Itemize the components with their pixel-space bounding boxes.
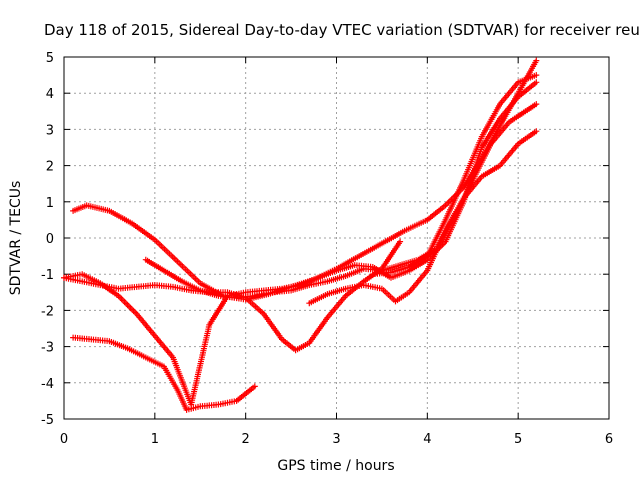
chart-title: Day 118 of 2015, Sidereal Day-to-day VTE…	[44, 21, 640, 39]
x-tick-label: 0	[60, 432, 68, 447]
y-tick-label: 2	[46, 160, 54, 175]
x-tick-label: 1	[151, 432, 159, 447]
y-tick-label: 3	[46, 123, 54, 138]
series-marker-trail	[369, 72, 540, 278]
y-tick-label: 5	[46, 51, 54, 66]
y-axis-label: SDTVAR / TECUs	[8, 181, 24, 296]
series-track-late-start	[306, 128, 540, 307]
x-tick-label: 3	[332, 432, 340, 447]
x-tick-label: 2	[242, 432, 250, 447]
y-tick-label: 4	[46, 87, 54, 102]
y-tick-label: -2	[41, 304, 54, 319]
x-tick-label: 5	[514, 432, 522, 447]
y-tick-label: 1	[46, 196, 54, 211]
data-series	[61, 57, 540, 413]
y-tick-labels: -5 -4 -3 -2 -1 0 1 2 3 4 5	[41, 51, 54, 428]
x-tick-labels: 0 1 2 3 4 5 6	[60, 432, 613, 447]
y-tick-label: -5	[41, 413, 54, 428]
x-tick-label: 6	[605, 432, 613, 447]
y-tick-label: -3	[41, 341, 54, 356]
series-track-steep-rise	[369, 72, 540, 278]
tick-marks	[63, 56, 610, 420]
series-marker-trail	[70, 334, 258, 413]
series-track-lower-start	[70, 334, 258, 413]
y-tick-label: 0	[46, 232, 54, 247]
series-marker-trail	[306, 128, 540, 307]
x-axis-label: GPS time / hours	[277, 458, 394, 474]
x-tick-label: 4	[423, 432, 431, 447]
y-tick-label: -4	[41, 377, 54, 392]
y-tick-label: -1	[41, 268, 54, 283]
